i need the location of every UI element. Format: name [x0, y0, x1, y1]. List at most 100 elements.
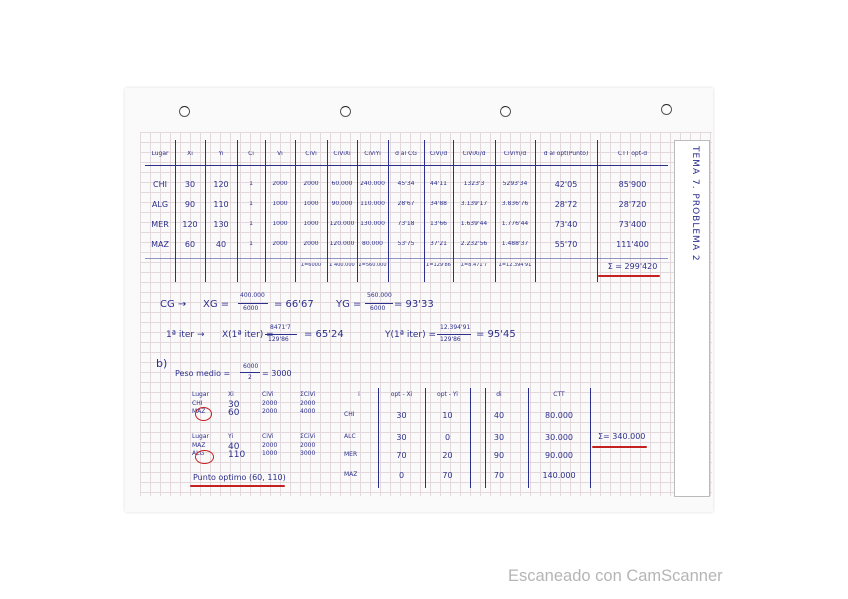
sub-header: ΣCiVi: [300, 391, 316, 398]
column-header: Lugar: [151, 151, 169, 157]
column-divider: [327, 140, 329, 282]
table-cell: 13'66: [430, 221, 447, 227]
sum-cell: Σ=129'86: [426, 263, 451, 268]
column-divider: [237, 140, 239, 282]
table-cell: 130.000: [360, 221, 385, 227]
table-cell: 73'18: [397, 221, 415, 227]
table-cell: 2.232'56: [460, 241, 488, 247]
iter-x-numerator: 8471'7: [270, 324, 291, 331]
iter-y-label: Y(1ª iter) =: [385, 330, 437, 340]
column-divider: [378, 388, 380, 488]
sub-header: CiVi: [262, 391, 274, 398]
side-title-box: [674, 140, 710, 497]
xg-label: XG =: [203, 299, 230, 310]
table-cell: 1.488'37: [501, 241, 529, 247]
sub-cell: 110: [228, 450, 246, 460]
punch-hole: [340, 106, 351, 117]
table-cell: 120.000: [329, 221, 355, 227]
table-cell: 1.639'44: [460, 221, 488, 227]
table-cell: 30: [396, 433, 407, 442]
table-cell: 90: [493, 451, 505, 460]
table-cell: 90.000: [331, 201, 353, 207]
peso-denominator: 2: [248, 374, 252, 381]
iter-x-label: X(1ª iter) =: [222, 330, 274, 340]
table-cell: 80.000: [545, 411, 573, 420]
column-header: CiViYi: [364, 151, 381, 157]
column-header: Yi: [218, 151, 224, 157]
column-header: CiVi/d: [429, 151, 448, 157]
table-cell: 70: [442, 471, 453, 480]
table-cell: 70: [493, 471, 505, 480]
column-divider: [425, 388, 427, 488]
side-title: TEMA 7. PROBLEMA 2: [690, 146, 700, 262]
sub-cell: 2000: [262, 408, 278, 415]
table-cell: CHI: [344, 411, 355, 418]
sub-header: ΣCiVi: [300, 433, 316, 440]
table-cell: 30: [493, 433, 505, 442]
xg-denominator: 6000: [243, 305, 259, 312]
column-divider: [535, 140, 537, 282]
table-cell: 110: [213, 201, 229, 209]
punch-hole: [661, 104, 672, 115]
column-header: CiViYi/d: [503, 151, 527, 157]
column-header: CTT: [553, 391, 565, 398]
table-cell: 1323'3: [463, 181, 485, 187]
table-cell: 130: [213, 221, 229, 229]
table-cell: 140.000: [542, 471, 576, 480]
cg-label: CG →: [160, 299, 187, 310]
table-cell: 28'72: [554, 201, 578, 209]
table-cell: 1.776'44: [501, 221, 529, 227]
sum-cell: Σ=560.000: [358, 263, 387, 268]
column-divider: [470, 388, 472, 488]
sub-cell: MAZ: [192, 442, 206, 449]
table-cell: 2000: [303, 181, 319, 187]
sub-cell: 2000: [300, 442, 316, 449]
table-cell: 40: [493, 411, 505, 420]
peso-value: = 3000: [262, 369, 292, 378]
underline: [190, 485, 285, 487]
highlight-circle: [195, 450, 214, 464]
table-cell: 60: [184, 241, 196, 249]
table-cell: 42'05: [554, 181, 578, 189]
column-divider: [265, 140, 267, 282]
table-cell: 3.836'76: [501, 201, 529, 207]
sub-cell: 2000: [262, 400, 278, 407]
column-header: Vi: [277, 151, 283, 157]
table-cell: 90.000: [545, 451, 573, 460]
punch-hole: [179, 106, 190, 117]
sub-cell: 4000: [300, 408, 316, 415]
column-header: Xi: [187, 151, 193, 157]
table-cell: 55'70: [554, 241, 578, 249]
column-header: CiViXi: [333, 151, 351, 157]
sub-cell: 2000: [262, 442, 278, 449]
table-cell: 1: [249, 181, 253, 187]
total-underline: [592, 446, 647, 448]
table-cell: 2000: [272, 181, 288, 187]
table-cell: 1000: [303, 201, 319, 207]
table-cell: 0: [444, 433, 451, 442]
iter-x-denominator: 129'86: [268, 336, 289, 343]
table-cell: 45'34: [397, 181, 415, 187]
table-cell: 1: [249, 221, 253, 227]
total-underline: [598, 275, 660, 277]
peso-numerator: 6000: [243, 363, 259, 370]
sub-header: Lugar: [192, 433, 209, 440]
table-cell: 3.139'17: [460, 201, 488, 207]
table-cell: 80.000: [362, 241, 383, 247]
total-cost: Σ= 340.000: [598, 432, 646, 441]
sum-divider: [145, 258, 668, 259]
header-divider: [145, 165, 668, 167]
column-divider: [175, 140, 177, 282]
table-cell: 2000: [303, 241, 319, 247]
optimal-point: Punto optimo (60, 110): [193, 473, 286, 482]
yg-value: = 93'33: [394, 299, 434, 310]
table-cell: ALG: [151, 201, 169, 209]
table-cell: 1: [249, 241, 253, 247]
column-divider: [528, 388, 530, 488]
table-cell: 53'75: [397, 241, 415, 247]
table-cell: 44'11: [430, 181, 447, 187]
table-cell: MAZ: [151, 241, 169, 249]
column-divider: [295, 140, 297, 282]
yg-numerator: 560.000: [367, 292, 392, 299]
table-cell: 1000: [272, 201, 288, 207]
